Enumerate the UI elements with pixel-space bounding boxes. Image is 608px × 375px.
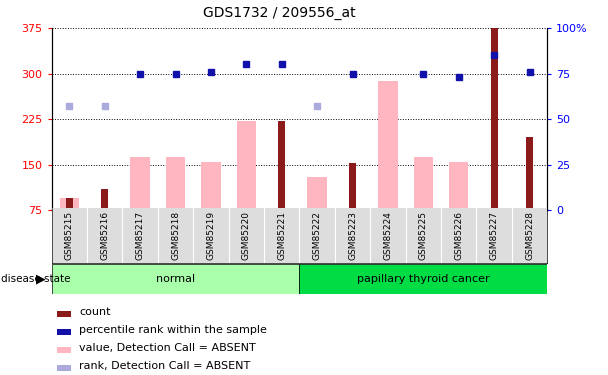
Text: disease state: disease state bbox=[1, 274, 71, 284]
Bar bbox=[60, 198, 79, 210]
Bar bbox=[308, 177, 327, 210]
Bar bbox=[378, 81, 398, 210]
Text: rank, Detection Call = ABSENT: rank, Detection Call = ABSENT bbox=[80, 361, 250, 371]
Text: GSM85223: GSM85223 bbox=[348, 211, 357, 260]
Bar bbox=[201, 162, 221, 210]
Text: GSM85216: GSM85216 bbox=[100, 211, 109, 260]
Bar bbox=[349, 164, 356, 210]
Text: GSM85226: GSM85226 bbox=[454, 211, 463, 260]
Text: percentile rank within the sample: percentile rank within the sample bbox=[80, 325, 268, 335]
Text: GSM85221: GSM85221 bbox=[277, 211, 286, 260]
Text: GSM85215: GSM85215 bbox=[65, 211, 74, 260]
Bar bbox=[278, 121, 285, 210]
Bar bbox=[237, 121, 256, 210]
Bar bbox=[57, 328, 71, 335]
Text: GSM85227: GSM85227 bbox=[489, 211, 499, 260]
Text: GDS1732 / 209556_at: GDS1732 / 209556_at bbox=[203, 6, 356, 20]
Text: GSM85225: GSM85225 bbox=[419, 211, 428, 260]
Text: GSM85217: GSM85217 bbox=[136, 211, 145, 260]
Bar bbox=[449, 162, 468, 210]
Bar bbox=[166, 157, 185, 210]
Text: GSM85219: GSM85219 bbox=[207, 211, 215, 260]
Text: value, Detection Call = ABSENT: value, Detection Call = ABSENT bbox=[80, 343, 256, 353]
Bar bbox=[413, 157, 433, 210]
Text: papillary thyroid cancer: papillary thyroid cancer bbox=[357, 274, 489, 284]
Text: count: count bbox=[80, 307, 111, 317]
Text: GSM85220: GSM85220 bbox=[242, 211, 251, 260]
Bar bbox=[491, 28, 497, 210]
Text: GSM85222: GSM85222 bbox=[313, 211, 322, 260]
Bar bbox=[66, 198, 73, 210]
Text: GSM85218: GSM85218 bbox=[171, 211, 180, 260]
Bar bbox=[57, 364, 71, 371]
Text: ▶: ▶ bbox=[36, 273, 46, 286]
Bar bbox=[52, 264, 299, 294]
Text: normal: normal bbox=[156, 274, 195, 284]
Text: GSM85224: GSM85224 bbox=[384, 211, 392, 260]
Bar bbox=[57, 310, 71, 317]
Bar bbox=[102, 189, 108, 210]
Bar bbox=[299, 264, 547, 294]
Bar bbox=[526, 137, 533, 210]
Bar bbox=[131, 157, 150, 210]
Text: GSM85228: GSM85228 bbox=[525, 211, 534, 260]
Bar bbox=[57, 346, 71, 353]
